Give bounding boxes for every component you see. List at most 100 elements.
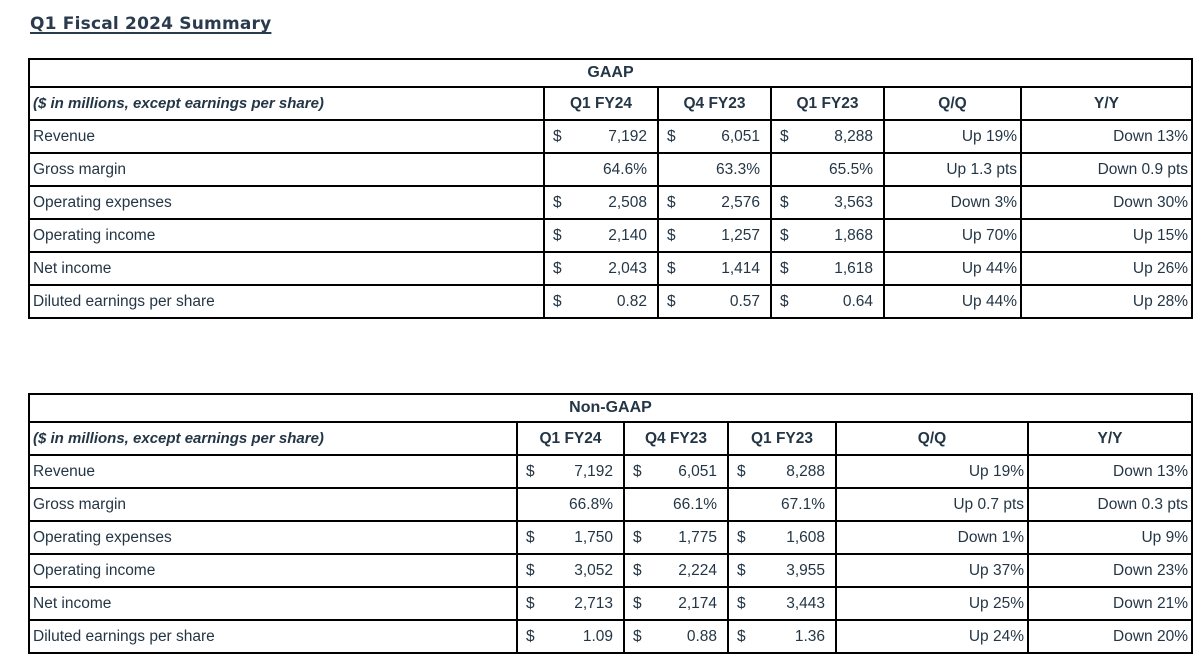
units-note: ($ in millions, except earnings per shar… <box>28 421 518 456</box>
cell-value: 2,043 <box>608 259 647 277</box>
currency-symbol: $ <box>553 292 562 310</box>
cell-value: 2,174 <box>678 594 717 612</box>
qq-change: Up 44% <box>883 284 1022 319</box>
qq-change: Up 70% <box>883 218 1022 253</box>
cell-value: 8,288 <box>834 127 873 145</box>
column-header-q1fy23: Q1 FY23 <box>727 421 837 456</box>
yy-change: Down 20% <box>1027 619 1193 654</box>
cell-value: 3,955 <box>786 561 825 579</box>
qq-change: Up 25% <box>835 586 1029 621</box>
cell-value: 0.57 <box>729 292 760 310</box>
currency-symbol: $ <box>553 226 562 244</box>
yy-change: Down 23% <box>1027 553 1193 588</box>
cell-value: 2,140 <box>608 226 647 244</box>
currency-symbol: $ <box>667 259 676 277</box>
row-label: Operating expenses <box>28 520 518 555</box>
cell-value: 1.09 <box>582 627 613 645</box>
table-row-gross-margin: Gross margin 66.8% 66.1% 67.1% Up 0.7 pt… <box>28 487 1193 522</box>
cell-value: 7,192 <box>574 462 613 480</box>
cell-value: 1,608 <box>786 528 825 546</box>
gaap-table-title: GAAP <box>27 58 1194 88</box>
currency-symbol: $ <box>667 127 676 145</box>
column-header-q1fy24: Q1 FY24 <box>543 86 659 121</box>
cell-value: 2,576 <box>721 193 760 211</box>
cell-value: 0.88 <box>686 627 717 645</box>
cell-value: 1,618 <box>834 259 873 277</box>
yy-change: Down 21% <box>1027 586 1193 621</box>
currency-symbol: $ <box>553 259 562 277</box>
currency-symbol: $ <box>526 594 535 612</box>
yy-change: Down 13% <box>1019 119 1194 154</box>
yy-change: Down 0.9 pts <box>1019 152 1194 187</box>
currency-symbol: $ <box>553 193 562 211</box>
currency-symbol: $ <box>526 627 535 645</box>
row-label: Operating expenses <box>28 185 545 220</box>
currency-symbol: $ <box>737 594 746 612</box>
units-note: ($ in millions, except earnings per shar… <box>28 86 545 121</box>
non-gaap-title-row: Non-GAAP <box>28 393 1193 423</box>
cell-value: 1.36 <box>794 627 825 645</box>
qq-change: Up 0.7 pts <box>835 487 1029 522</box>
yy-change: Up 28% <box>1019 284 1194 319</box>
qq-change: Up 19% <box>883 119 1022 154</box>
column-header-qq: Q/Q <box>835 421 1029 456</box>
cell-value: 3,052 <box>574 561 613 579</box>
cell-value: 65.5% <box>829 160 873 178</box>
row-label: Operating income <box>28 553 518 588</box>
table-row-revenue: Revenue $7,192 $6,051 $8,288 Up 19% Down… <box>28 119 1194 154</box>
column-header-yy: Y/Y <box>1027 421 1193 456</box>
table-row-operating-expenses: Operating expenses $2,508 $2,576 $3,563 … <box>28 185 1194 220</box>
table-row-operating-income: Operating income $3,052 $2,224 $3,955 Up… <box>28 553 1193 588</box>
cell-value: 2,508 <box>608 193 647 211</box>
cell-value: 0.82 <box>616 292 647 310</box>
table-row-gross-margin: Gross margin 64.6% 63.3% 65.5% Up 1.3 pt… <box>28 152 1194 187</box>
table-row-net-income: Net income $2,043 $1,414 $1,618 Up 44% U… <box>28 251 1194 286</box>
yy-change: Up 26% <box>1019 251 1194 286</box>
qq-change: Down 3% <box>883 185 1022 220</box>
currency-symbol: $ <box>780 193 789 211</box>
cell-value: 1,775 <box>678 528 717 546</box>
currency-symbol: $ <box>526 528 535 546</box>
cell-value: 63.3% <box>716 160 760 178</box>
table-row-diluted-eps: Diluted earnings per share $0.82 $0.57 $… <box>28 284 1194 319</box>
non-gaap-table-title: Non-GAAP <box>28 393 1193 423</box>
table-row-net-income: Net income $2,713 $2,174 $3,443 Up 25% D… <box>28 586 1193 621</box>
currency-symbol: $ <box>667 226 676 244</box>
cell-value: 7,192 <box>608 127 647 145</box>
cell-value: 67.1% <box>781 495 825 513</box>
qq-change: Up 1.3 pts <box>883 152 1022 187</box>
cell-value: 1,414 <box>721 259 760 277</box>
yy-change: Down 0.3 pts <box>1027 487 1193 522</box>
currency-symbol: $ <box>780 127 789 145</box>
cell-value: 3,563 <box>834 193 873 211</box>
column-header-qq: Q/Q <box>883 86 1022 121</box>
row-label: Diluted earnings per share <box>28 284 545 319</box>
gaap-header-row: ($ in millions, except earnings per shar… <box>28 86 1194 121</box>
yy-change: Down 13% <box>1027 454 1193 489</box>
row-label: Net income <box>28 251 545 286</box>
currency-symbol: $ <box>780 292 789 310</box>
currency-symbol: $ <box>633 627 642 645</box>
currency-symbol: $ <box>633 561 642 579</box>
currency-symbol: $ <box>667 292 676 310</box>
qq-change: Up 44% <box>883 251 1022 286</box>
currency-symbol: $ <box>780 259 789 277</box>
column-header-q1fy23: Q1 FY23 <box>770 86 885 121</box>
currency-symbol: $ <box>667 193 676 211</box>
gaap-table: GAAP ($ in millions, except earnings per… <box>27 58 1194 319</box>
cell-value: 6,051 <box>678 462 717 480</box>
column-header-yy: Y/Y <box>1019 86 1194 121</box>
cell-value: 66.8% <box>569 495 613 513</box>
currency-symbol: $ <box>737 561 746 579</box>
row-label: Revenue <box>28 119 545 154</box>
cell-value: 66.1% <box>673 495 717 513</box>
table-row-operating-income: Operating income $2,140 $1,257 $1,868 Up… <box>28 218 1194 253</box>
cell-value: 2,713 <box>574 594 613 612</box>
currency-symbol: $ <box>633 528 642 546</box>
cell-value: 1,868 <box>834 226 873 244</box>
qq-change: Up 19% <box>835 454 1029 489</box>
yy-change: Down 30% <box>1019 185 1194 220</box>
cell-value: 8,288 <box>786 462 825 480</box>
table-row-diluted-eps: Diluted earnings per share $1.09 $0.88 $… <box>28 619 1193 654</box>
cell-value: 64.6% <box>603 160 647 178</box>
